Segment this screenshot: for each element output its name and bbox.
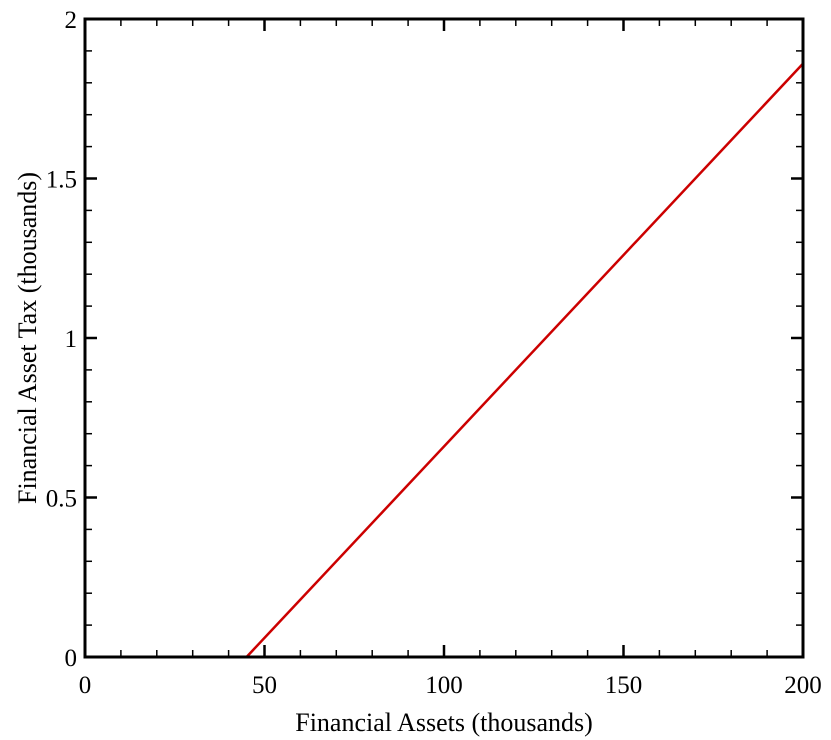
y-tick-label: 1.5 — [46, 167, 77, 194]
major-ticks — [83, 17, 805, 659]
x-axis-title: Financial Assets (thousands) — [295, 708, 593, 737]
x-tick-label: 200 — [784, 672, 822, 699]
series-layer — [245, 62, 804, 658]
x-tick-label: 50 — [252, 672, 277, 699]
x-tick-labels: 0 50 100 150 200 — [79, 672, 822, 699]
x-tick-label: 0 — [79, 672, 92, 699]
y-tick-labels: 0 0.5 1 1.5 2 — [46, 7, 77, 672]
y-tick-label: 0.5 — [46, 486, 77, 513]
y-axis-title: Financial Asset Tax (thousands) — [13, 172, 42, 504]
x-tick-label: 100 — [425, 672, 463, 699]
x-tick-label: 150 — [605, 672, 643, 699]
minor-ticks — [85, 19, 803, 657]
y-tick-label: 0 — [65, 645, 78, 672]
y-tick-label: 1 — [65, 326, 78, 353]
y-tick-label: 2 — [65, 7, 78, 34]
plot-frame — [83, 17, 805, 659]
series-line — [245, 62, 804, 658]
